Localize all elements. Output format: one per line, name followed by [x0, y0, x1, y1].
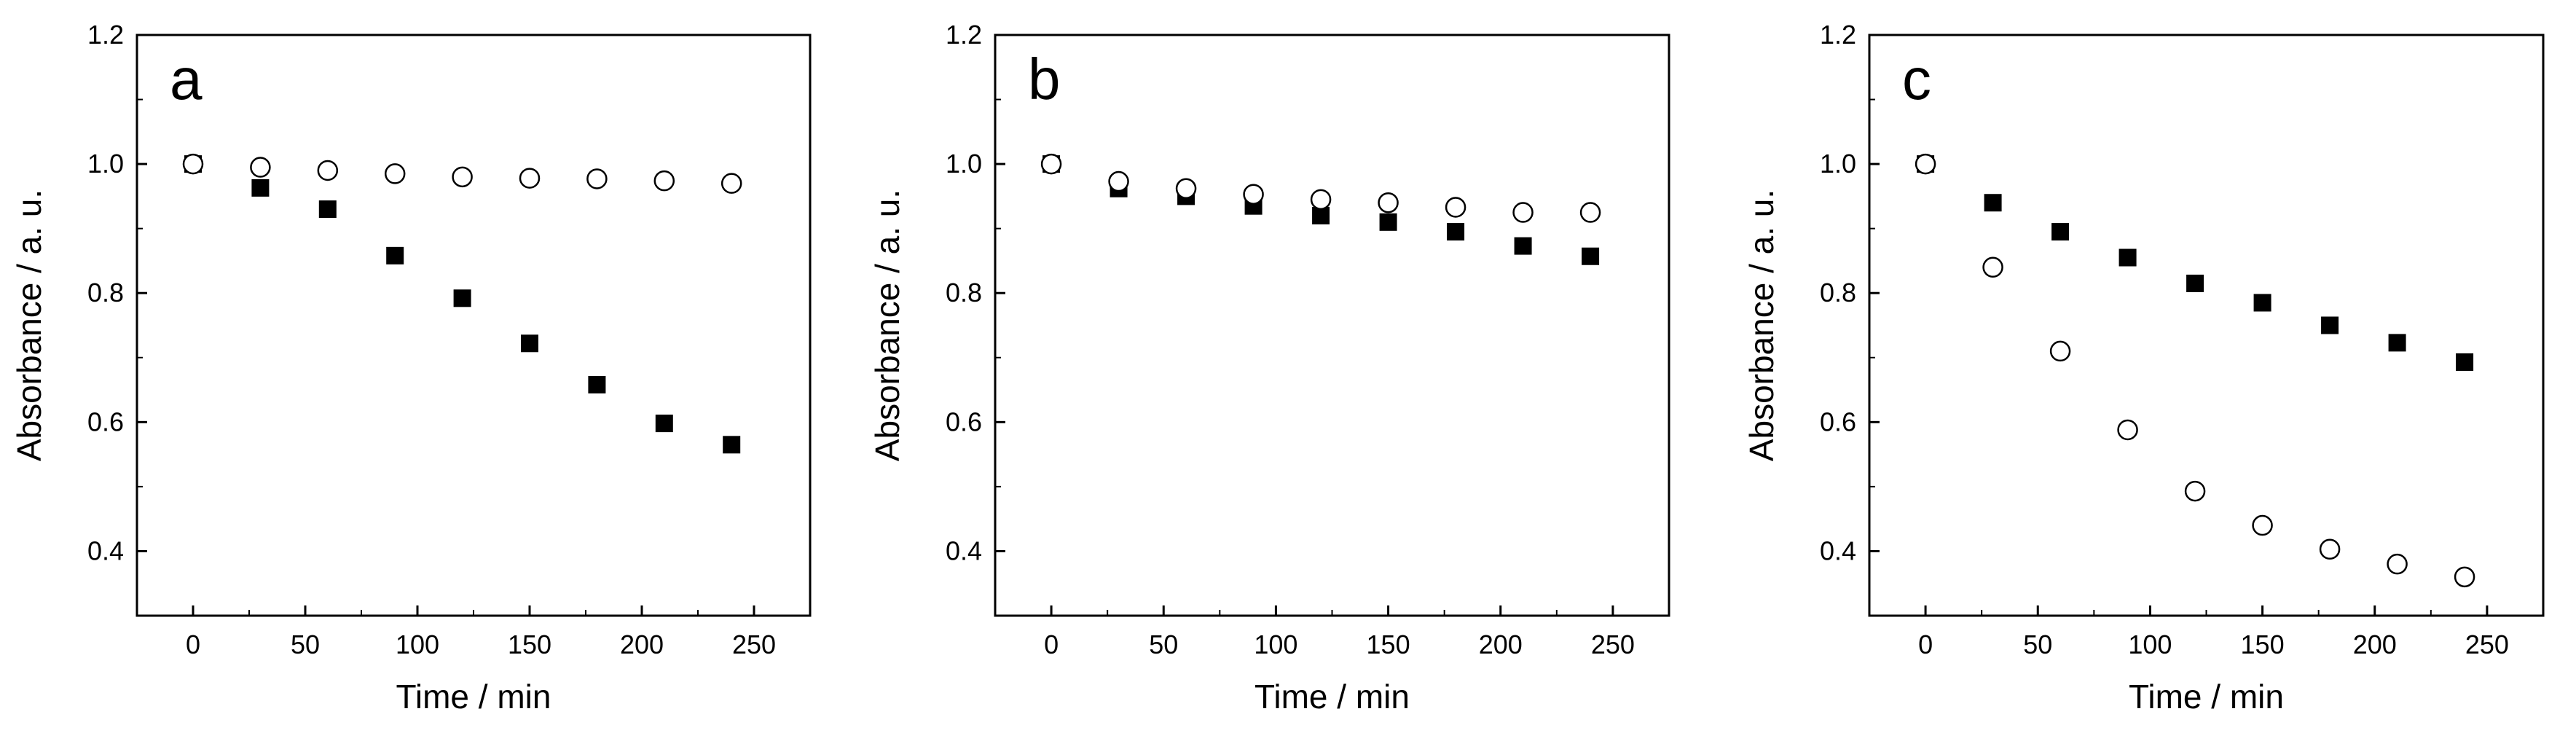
x-tick-label: 150 [1367, 630, 1410, 659]
data-point-circle [1243, 184, 1264, 205]
data-point-square [1582, 247, 1600, 265]
y-tick-label: 0.6 [946, 407, 982, 436]
plot-frame [994, 34, 1670, 617]
data-point-circle [1915, 153, 1936, 175]
data-point-circle [1175, 178, 1197, 200]
y-tick-label: 1.0 [87, 149, 124, 179]
data-point-circle [1378, 192, 1399, 213]
data-point-circle [452, 166, 473, 188]
chart-panel-c: 0 50 100 150 200 250 0.4 0.6 0.8 1.0 1.2 Time / min… [1743, 20, 2545, 715]
data-point-circle [1040, 153, 1062, 175]
data-point-square [1379, 213, 1397, 231]
data-point-circle [2117, 419, 2138, 441]
x-tick-label: 150 [2241, 630, 2285, 659]
data-point-square [2388, 334, 2406, 352]
y-tick-label: 1.2 [1820, 20, 1856, 50]
x-tick-label: 0 [186, 630, 200, 659]
data-point-circle [1579, 202, 1601, 223]
data-point-circle [720, 173, 742, 194]
y-axis-title: Absorbance / a. u. [1743, 189, 1780, 461]
y-tick-label: 0.6 [1820, 407, 1856, 436]
x-tick-label: 50 [291, 630, 320, 659]
y-tick-label: 0.8 [1820, 278, 1856, 307]
y-tick-label: 0.4 [946, 536, 982, 565]
x-tick-label: 200 [1479, 630, 1523, 659]
plot-frame [1868, 34, 2545, 617]
x-tick-label: 250 [732, 630, 776, 659]
y-tick-label: 1.2 [87, 20, 124, 50]
data-point-square [2051, 223, 2070, 241]
x-tick-label: 100 [396, 630, 439, 659]
chart-panel-b: 0 50 100 150 200 250 0.4 0.6 0.8 1.0 1.2 Time / min… [868, 20, 1670, 715]
data-point-square [2186, 274, 2204, 292]
data-point-square [386, 246, 404, 264]
data-point-circle [1108, 170, 1129, 192]
data-point-square [453, 289, 471, 307]
x-axis-title: Time / min [396, 678, 551, 715]
data-point-square [1447, 223, 1465, 241]
x-tick-label: 250 [1591, 630, 1635, 659]
data-point-circle [2049, 340, 2071, 362]
data-point-square [2321, 316, 2339, 334]
x-tick-label: 200 [620, 630, 664, 659]
x-tick-label: 50 [1149, 630, 1178, 659]
data-point-square [2456, 353, 2474, 371]
data-point-circle [519, 168, 541, 189]
x-tick-label: 200 [2353, 630, 2397, 659]
data-point-circle [182, 153, 204, 175]
data-point-circle [2319, 538, 2341, 560]
data-point-square [588, 375, 606, 393]
data-point-circle [1512, 202, 1534, 223]
data-point-circle [2387, 553, 2408, 575]
data-point-circle [317, 160, 339, 181]
y-tick-label: 0.8 [946, 278, 982, 307]
x-tick-label: 100 [2128, 630, 2172, 659]
x-tick-label: 50 [2023, 630, 2052, 659]
data-point-circle [2454, 566, 2475, 588]
x-tick-label: 0 [1918, 630, 1933, 659]
x-axis-title: Time / min [2129, 678, 2284, 715]
x-axis-title: Time / min [1254, 678, 1410, 715]
chart-panel-a: 0 50 100 150 200 250 0.4 0.6 0.8 1.0 1.2 Time / min… [10, 20, 812, 715]
data-point-square [318, 200, 337, 219]
data-point-circle [1982, 256, 2003, 278]
y-tick-label: 1.0 [1820, 149, 1856, 179]
x-tick-label: 0 [1044, 630, 1059, 659]
x-tick-label: 250 [2465, 630, 2509, 659]
data-point-square [2118, 248, 2137, 267]
y-axis-title: Absorbance / a. u. [868, 189, 906, 461]
y-tick-label: 0.4 [87, 536, 124, 565]
data-point-circle [586, 168, 608, 189]
y-tick-label: 0.4 [1820, 536, 1856, 565]
data-point-circle [2252, 514, 2273, 536]
data-point-square [521, 334, 538, 353]
data-point-square [2253, 294, 2271, 312]
y-tick-label: 1.0 [946, 149, 982, 179]
data-point-square [251, 179, 270, 197]
data-point-circle [384, 163, 406, 184]
x-tick-label: 150 [508, 630, 551, 659]
y-tick-label: 0.6 [87, 407, 124, 436]
panel-letter: a [170, 47, 203, 111]
data-point-circle [250, 157, 271, 178]
data-point-circle [653, 170, 675, 192]
data-point-circle [2184, 480, 2206, 502]
data-point-square [1514, 237, 1532, 255]
data-point-circle [1310, 189, 1332, 211]
x-tick-label: 100 [1254, 630, 1297, 659]
y-axis-title: Absorbance / a. u. [10, 189, 48, 461]
y-tick-label: 0.8 [87, 278, 124, 307]
data-point-square [723, 436, 741, 454]
panel-letter: c [1902, 47, 1931, 111]
panel-letter: b [1028, 47, 1061, 111]
data-point-square [655, 415, 673, 433]
y-tick-label: 1.2 [946, 20, 982, 50]
plot-frame [136, 34, 812, 617]
data-point-square [1984, 194, 2002, 212]
data-point-circle [1445, 197, 1466, 218]
